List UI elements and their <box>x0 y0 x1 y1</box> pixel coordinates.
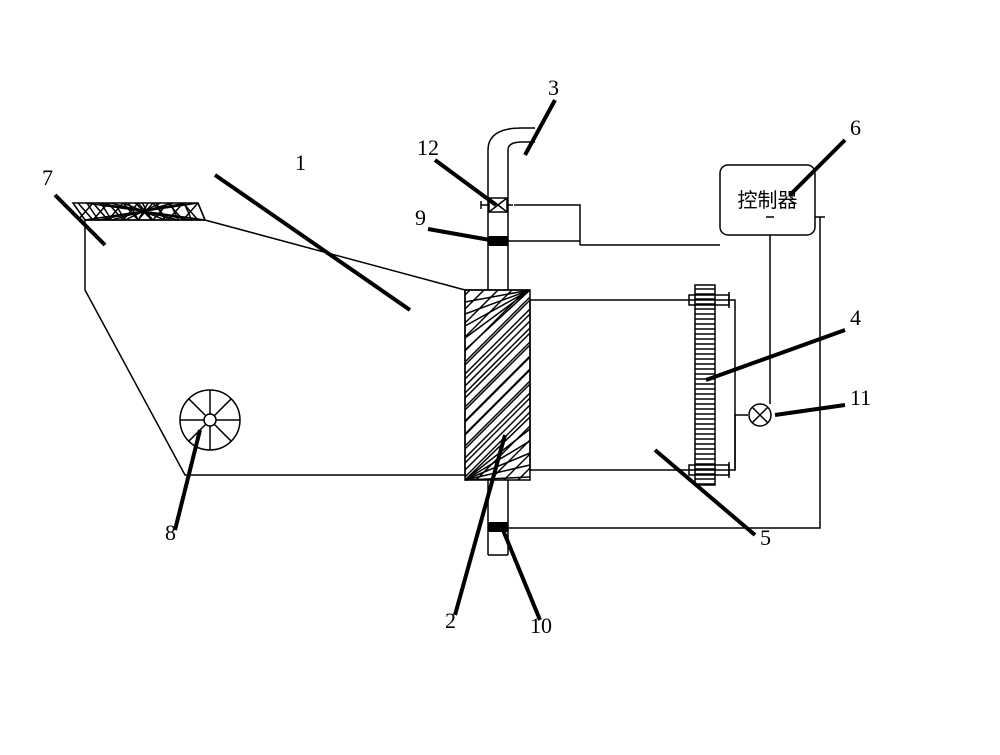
sight-glass <box>749 404 771 426</box>
callout-label-3: 3 <box>548 75 559 100</box>
outlet-curve-inner <box>488 128 522 150</box>
callout-label-5: 5 <box>760 525 771 550</box>
leader-10 <box>503 530 540 620</box>
controller-label: 控制器 <box>738 189 798 212</box>
leader-12 <box>435 160 496 205</box>
sensor-upper <box>488 236 508 246</box>
outlet-curve-outer <box>508 142 522 150</box>
leader-9 <box>428 229 490 240</box>
callout-label-4: 4 <box>850 305 861 330</box>
callout-label-7: 7 <box>42 165 53 190</box>
wire-0 <box>514 205 580 245</box>
callout-label-6: 6 <box>850 115 861 140</box>
leader-5 <box>655 450 755 535</box>
callout-label-12: 12 <box>417 135 439 160</box>
callout-label-11: 11 <box>850 385 871 410</box>
wire-7 <box>735 415 748 470</box>
callout-label-10: 10 <box>530 613 552 638</box>
evaporator <box>460 85 535 622</box>
leader-4 <box>706 330 845 380</box>
leader-11 <box>775 405 845 415</box>
callout-label-8: 8 <box>165 520 176 545</box>
leader-6 <box>790 140 845 195</box>
leader-1 <box>215 175 410 310</box>
wire-4 <box>508 217 820 528</box>
callout-label-9: 9 <box>415 205 426 230</box>
condenser <box>689 285 729 485</box>
fan <box>180 390 240 450</box>
callout-label-2: 2 <box>445 608 456 633</box>
leader-8 <box>175 430 200 530</box>
callout-label-1: 1 <box>295 150 306 175</box>
housing-outline <box>85 220 465 475</box>
inlet-grille <box>73 203 205 220</box>
